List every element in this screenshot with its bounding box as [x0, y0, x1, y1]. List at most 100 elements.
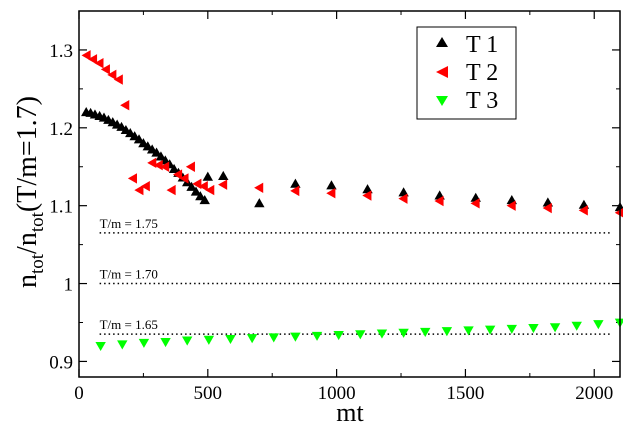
- data-point-t3: [268, 333, 279, 343]
- plot-frame: [78, 10, 621, 378]
- data-point-t3: [182, 336, 193, 346]
- data-point-t1: [362, 184, 373, 194]
- data-point-t2: [113, 74, 123, 85]
- legend-marker-t2: [436, 66, 448, 78]
- data-point-t3: [463, 326, 474, 336]
- data-point-t2: [81, 50, 91, 61]
- x-tick-label: 2000: [575, 383, 613, 404]
- data-point-t2: [94, 57, 104, 69]
- data-point-t3: [528, 324, 539, 334]
- legend-label-t3: T 3: [466, 88, 498, 114]
- data-point-t3: [138, 338, 150, 348]
- x-tick-label: 500: [194, 383, 223, 404]
- data-point-t2: [578, 205, 588, 216]
- data-point-t2: [398, 193, 408, 204]
- data-point-t3: [506, 324, 517, 334]
- data-point-t2: [434, 195, 444, 207]
- data-point-t3: [290, 332, 301, 342]
- data-point-t2: [470, 198, 480, 209]
- data-point-t3: [614, 318, 623, 328]
- data-point-t2: [166, 184, 176, 196]
- reference-line-label: T/m = 1.75: [100, 216, 158, 231]
- y-title-slash: /: [12, 246, 43, 254]
- data-point-t3: [484, 325, 496, 335]
- data-point-t3: [549, 323, 561, 333]
- data-point-t2: [100, 64, 110, 75]
- data-point-t1: [614, 202, 623, 212]
- data-point-t1: [202, 171, 214, 181]
- data-point-t2: [192, 178, 202, 190]
- data-point-t2: [172, 169, 183, 180]
- data-point-t2: [127, 173, 137, 184]
- x-tick-label: 0: [74, 383, 84, 404]
- data-point-t2: [326, 188, 336, 199]
- data-point-t1: [398, 187, 409, 197]
- data-point-t3: [420, 327, 431, 338]
- data-point-t1: [190, 186, 202, 196]
- y-title-sub1: tot: [27, 253, 48, 274]
- data-point-t2: [254, 182, 264, 193]
- data-point-t2: [160, 161, 170, 172]
- legend-label-t1: T 1: [466, 32, 498, 58]
- data-point-t2: [134, 184, 144, 196]
- data-point-t3: [376, 329, 388, 339]
- data-point-t1: [199, 195, 210, 205]
- data-point-t1: [326, 180, 337, 190]
- y-title-tail: (T/m=1.7): [12, 96, 43, 212]
- data-point-t2: [218, 179, 228, 190]
- y-axis-title: ntot/ntot(T/m=1.7): [12, 96, 48, 288]
- legend-marker-t3: [436, 96, 448, 106]
- data-point-t1: [254, 198, 265, 208]
- data-point-t2: [614, 208, 623, 218]
- data-point-t3: [398, 328, 409, 338]
- y-tick-label: 0.9: [49, 352, 73, 373]
- data-point-t3: [246, 334, 258, 344]
- data-point-t1: [168, 163, 180, 173]
- data-point-t3: [160, 338, 171, 348]
- data-point-t2: [120, 100, 130, 111]
- axis-ticks: 0 500 1000 1500 2000 0.9 1 1.1 1.2 1.3: [49, 11, 620, 404]
- data-point-t3: [593, 320, 604, 330]
- data-point-t2: [290, 185, 300, 197]
- data-point-t2: [153, 159, 163, 171]
- data-point-t1: [218, 170, 229, 180]
- y-tick-label: 1.2: [49, 119, 73, 140]
- data-point-t3: [333, 331, 344, 341]
- data-point-t1: [186, 181, 197, 191]
- data-point-t3: [225, 334, 236, 345]
- x-tick-label: 1500: [446, 383, 484, 404]
- legend-label-t2: T 2: [466, 60, 498, 86]
- data-point-t3: [203, 335, 215, 345]
- y-title-n2: n: [12, 232, 43, 246]
- legend: T 1 T 2 T 3: [416, 26, 517, 120]
- data-point-t2: [185, 161, 195, 172]
- reference-line-label: T/m = 1.65: [100, 317, 158, 332]
- x-axis-title: mt: [336, 398, 364, 427]
- data-point-t2: [87, 54, 98, 65]
- data-point-t3: [355, 330, 366, 340]
- data-point-t2: [179, 173, 189, 184]
- data-point-t1: [133, 134, 145, 144]
- y-tick-label: 1.1: [49, 197, 73, 218]
- x-tick-label: 1000: [318, 383, 356, 404]
- y-tick-label: 1: [64, 275, 74, 296]
- data-point-t2: [205, 184, 215, 196]
- data-point-t1: [155, 151, 167, 161]
- data-point-t2: [147, 157, 157, 169]
- data-point-t1: [290, 178, 301, 188]
- y-tick-label: 1.3: [49, 41, 73, 62]
- data-point-t1: [195, 191, 206, 201]
- data-points: [81, 50, 623, 352]
- data-point-t3: [95, 341, 106, 352]
- data-point-t3: [441, 327, 453, 337]
- legend-box: [416, 26, 517, 120]
- data-point-t2: [198, 181, 208, 192]
- data-point-t2: [542, 202, 552, 214]
- reference-lines: T/m = 1.75 T/m = 1.70 T/m = 1.65: [99, 216, 610, 335]
- data-point-t3: [571, 321, 582, 331]
- legend-marker-t1: [436, 37, 448, 47]
- data-point-t1: [151, 147, 162, 157]
- reference-line-label: T/m = 1.70: [100, 267, 158, 282]
- data-point-t2: [362, 190, 372, 201]
